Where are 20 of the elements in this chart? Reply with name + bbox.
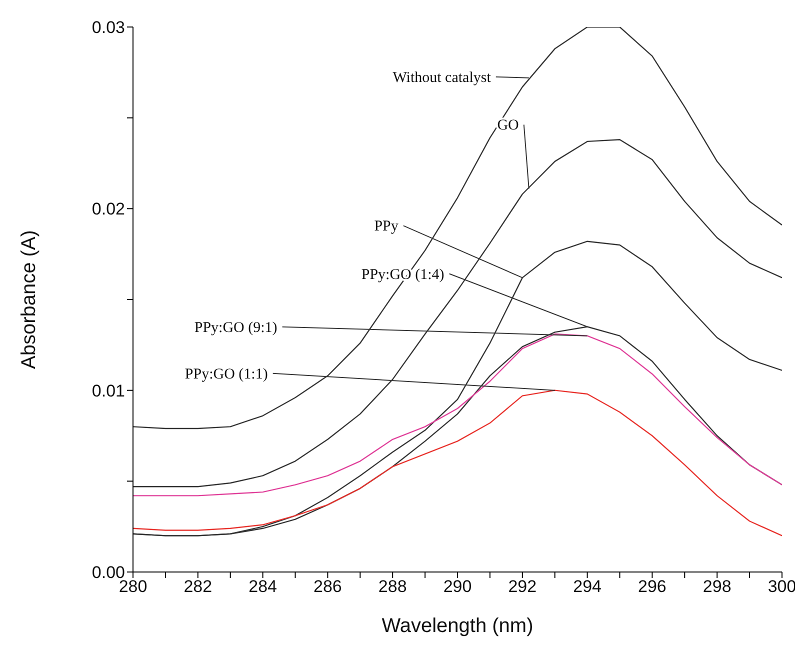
y-tick-label: 0.01	[92, 381, 125, 400]
x-tick-label: 296	[638, 577, 666, 596]
annotation: Without catalyst	[392, 70, 492, 86]
annotation: GO	[497, 118, 520, 134]
x-tick-label: 294	[573, 577, 602, 596]
x-tick-label: 286	[314, 577, 342, 596]
x-tick-label: 290	[443, 577, 472, 596]
y-tick-label: 0.03	[92, 18, 125, 38]
y-axis-title: Absorbance (A)	[18, 230, 40, 369]
x-axis-title: Wavelength (nm)	[382, 615, 534, 637]
x-tick-label: 288	[378, 577, 407, 596]
annotation: PPy:GO (9:1)	[194, 320, 278, 336]
y-tick-label: 0.02	[92, 200, 125, 219]
annotation: PPy:GO (1:1)	[184, 366, 268, 382]
x-tick-label: 284	[248, 577, 277, 596]
x-tick-label: 292	[508, 577, 537, 596]
x-tick-label: 282	[184, 577, 212, 596]
x-tick-label: 280	[118, 577, 148, 596]
x-tick-label: 298	[702, 577, 732, 596]
annotation: PPy	[374, 218, 399, 235]
